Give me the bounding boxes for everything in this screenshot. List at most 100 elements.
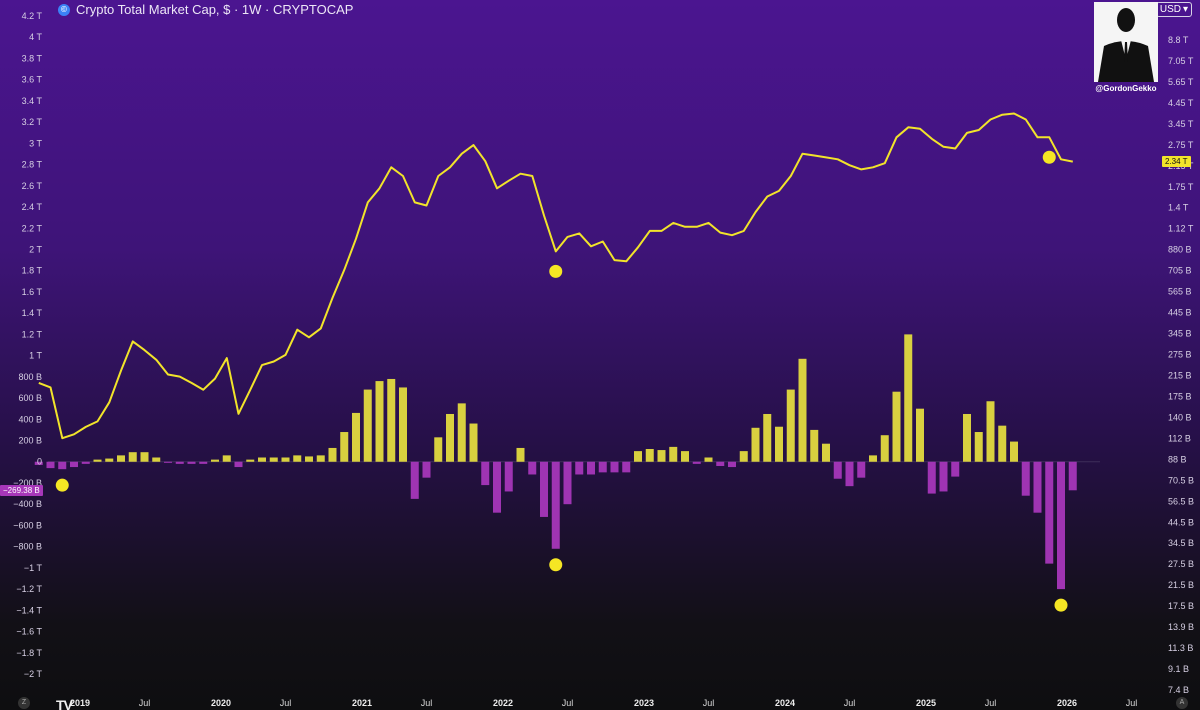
time-axis-label: 2025 <box>916 698 936 708</box>
left-axis-tick-label: −1.2 T <box>16 584 42 594</box>
auto-scale-button[interactable]: A <box>1176 697 1188 709</box>
right-axis-tick-label: 1.4 T <box>1168 203 1189 213</box>
oscillator-bar <box>363 389 372 462</box>
left-axis-tick-label: 1.2 T <box>22 329 43 339</box>
right-axis-tick-label: 7.05 T <box>1168 56 1194 66</box>
timezone-button[interactable]: Z <box>18 697 30 709</box>
right-axis-tick-label: 70.5 B <box>1168 475 1194 485</box>
time-axis-label: 2021 <box>352 698 372 708</box>
left-axis-tick-label: 2.8 T <box>22 160 43 170</box>
oscillator-bar <box>927 461 936 494</box>
oscillator-bar <box>739 451 748 462</box>
left-axis-tick-label: −200 B <box>13 478 42 488</box>
oscillator-bar <box>516 447 525 462</box>
right-axis-tick-label: 34.5 B <box>1168 538 1194 548</box>
oscillator-bar <box>340 432 349 462</box>
oscillator-bar <box>1068 461 1077 491</box>
time-axis-label: Jul <box>562 698 574 708</box>
oscillator-bars <box>34 334 1077 590</box>
oscillator-bar <box>892 391 901 462</box>
oscillator-bar <box>681 451 689 462</box>
highlight-marker <box>1042 150 1056 164</box>
oscillator-bar <box>222 455 231 462</box>
left-axis-tick-label: 4 T <box>29 32 42 42</box>
right-axis-tick-label: 565 B <box>1168 287 1192 297</box>
oscillator-bar <box>810 429 819 462</box>
left-axis-tick-label: 200 B <box>18 436 42 446</box>
left-axis-tick-label: 3.6 T <box>22 75 43 85</box>
oscillator-bar <box>187 461 196 464</box>
time-axis-label: 2023 <box>634 698 654 708</box>
price-line <box>38 112 1073 440</box>
highlight-marker <box>549 264 563 278</box>
oscillator-bar <box>246 459 255 462</box>
oscillator-bar <box>117 455 125 462</box>
oscillator-bar <box>669 446 678 462</box>
tradingview-logo: TV <box>56 697 73 710</box>
left-axis-tick-label: 3.8 T <box>22 53 43 63</box>
oscillator-bar <box>93 459 102 462</box>
oscillator-bar <box>305 456 313 462</box>
oscillator-bar <box>728 461 736 468</box>
left-axis-tick-label: 400 B <box>18 414 42 424</box>
chart-title: Crypto Total Market Cap, $ · 1W · CRYPTO… <box>76 2 354 17</box>
oscillator-bar <box>128 452 137 462</box>
right-axis-tick-label: 4.45 T <box>1168 98 1194 108</box>
oscillator-bar <box>34 461 43 465</box>
oscillator-bar <box>446 413 454 462</box>
oscillator-value-tag: −269.38 B <box>0 485 43 496</box>
oscillator-bar <box>833 461 842 479</box>
oscillator-bar <box>258 457 266 462</box>
right-axis-tick-label: 56.5 B <box>1168 496 1194 506</box>
currency-select-button[interactable]: USD ▾ <box>1155 2 1192 17</box>
right-axis-tick-label: 215 B <box>1168 370 1192 380</box>
oscillator-bar <box>399 387 407 462</box>
oscillator-bar <box>387 378 396 462</box>
time-axis-label: 2019 <box>70 698 90 708</box>
oscillator-bar <box>58 461 67 470</box>
oscillator-bar <box>645 449 654 462</box>
right-axis-tick-label: 7.4 B <box>1168 685 1189 695</box>
oscillator-bar <box>234 461 243 468</box>
oscillator-bar <box>904 334 913 462</box>
oscillator-bar <box>716 461 725 466</box>
left-axis-tick-label: 2.4 T <box>22 202 43 212</box>
oscillator-bar <box>634 451 642 462</box>
oscillator-bar <box>610 461 619 473</box>
oscillator-bar <box>540 461 548 517</box>
oscillator-bar <box>281 457 290 462</box>
oscillator-bar <box>422 461 431 478</box>
oscillator-bar <box>434 437 443 462</box>
oscillator-bar <box>1045 461 1054 564</box>
oscillator-bar <box>1057 461 1065 590</box>
oscillator-bar <box>657 450 666 462</box>
oscillator-bar <box>857 461 866 478</box>
highlight-marker <box>549 558 563 572</box>
time-axis-label: 2024 <box>775 698 795 708</box>
oscillator-bar <box>105 458 114 462</box>
oscillator-bar <box>587 461 595 475</box>
oscillator-bar <box>575 461 584 475</box>
right-axis-tick-label: 88 B <box>1168 454 1187 464</box>
left-axis-tick-label: 1.8 T <box>22 266 43 276</box>
right-axis-tick-label: 140 B <box>1168 412 1192 422</box>
right-axis-tick-label: 175 B <box>1168 391 1192 401</box>
left-axis-tick-label: 4.2 T <box>22 11 43 21</box>
right-axis-tick-label: 3.45 T <box>1168 119 1194 129</box>
time-axis-label: Jul <box>985 698 997 708</box>
oscillator-bar <box>939 461 948 492</box>
oscillator-bar <box>775 426 783 462</box>
suited-man-silhouette-icon <box>1094 2 1158 82</box>
right-axis-tick-label: 112 B <box>1168 433 1191 443</box>
oscillator-bar <box>481 461 490 486</box>
right-axis-tick-label: 8.8 T <box>1168 35 1189 45</box>
right-axis-tick-label: 27.5 B <box>1168 559 1194 569</box>
oscillator-bar <box>328 447 337 462</box>
watermark-handle: @GordonGekko <box>1095 84 1157 93</box>
left-axis-tick-label: 1.4 T <box>22 308 43 318</box>
oscillator-bar <box>1021 461 1030 496</box>
oscillator-bar <box>845 461 854 487</box>
left-axis-tick-label: −1 T <box>24 563 43 573</box>
